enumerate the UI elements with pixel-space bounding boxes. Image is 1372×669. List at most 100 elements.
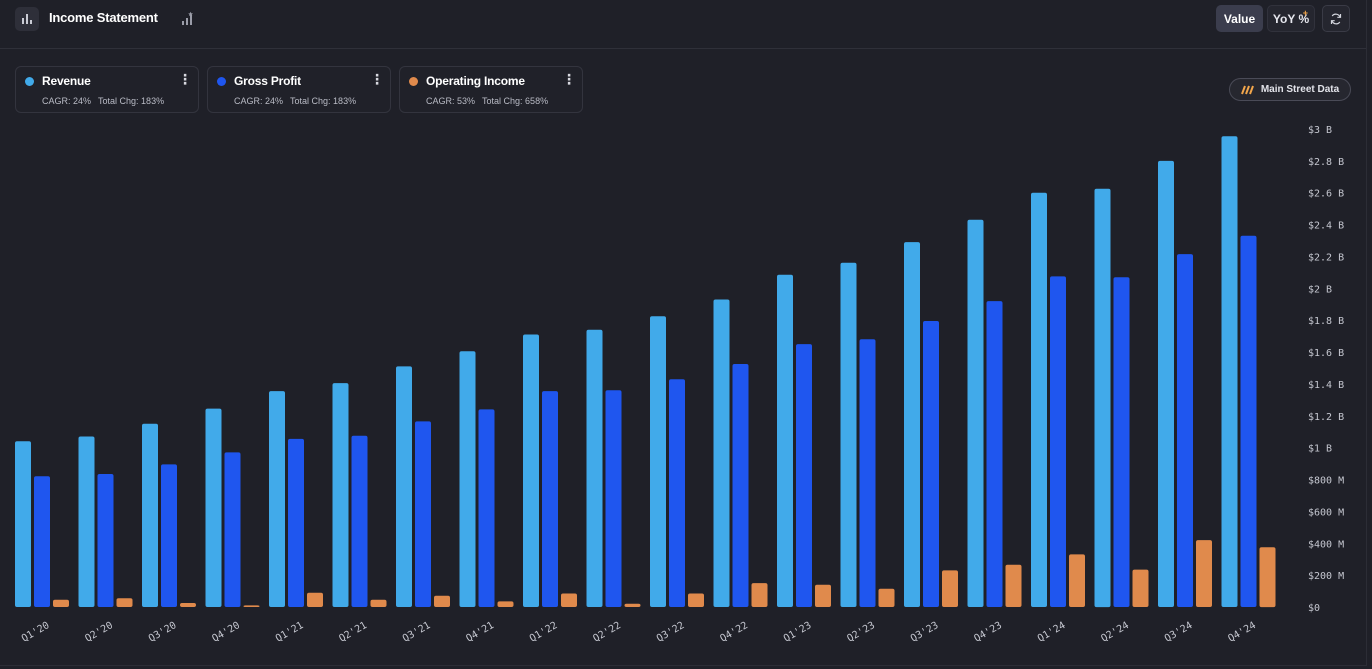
chart-settings-icon[interactable] bbox=[180, 11, 196, 27]
more-options-icon[interactable]: ⋮ bbox=[562, 71, 576, 87]
bar-operating-income-10[interactable] bbox=[688, 593, 704, 608]
bar-revenue-17[interactable] bbox=[1094, 188, 1111, 608]
bar-gross-profit-5[interactable] bbox=[351, 435, 368, 607]
bar-operating-income-12[interactable] bbox=[815, 584, 831, 607]
y-axis: $0 $200 M $400 M $600 M $800 M $1 B $1.2 B $1.4… bbox=[1308, 125, 1344, 614]
bar-revenue-8[interactable] bbox=[523, 334, 539, 608]
x-tick-label: Q2'22 bbox=[591, 620, 623, 645]
bar-gross-profit-3[interactable] bbox=[224, 452, 241, 607]
bar-revenue-1[interactable] bbox=[78, 436, 95, 608]
legend-item-revenue[interactable]: Revenue ⋮ CAGR: 24% Total Chg: 183% bbox=[15, 66, 199, 113]
bar-gross-profit-7[interactable] bbox=[478, 409, 495, 607]
bar-operating-income-3[interactable] bbox=[243, 605, 260, 607]
bar-gross-profit-18[interactable] bbox=[1177, 254, 1193, 607]
bar-gross-profit-6[interactable] bbox=[415, 421, 431, 607]
bar-operating-income-0[interactable] bbox=[53, 599, 69, 607]
y-tick-label: $200 M bbox=[1308, 571, 1344, 582]
bar-operating-income-11[interactable] bbox=[751, 583, 768, 607]
bar-gross-profit-14[interactable] bbox=[923, 321, 939, 607]
y-tick-label: $1.4 B bbox=[1308, 380, 1344, 391]
bar-operating-income-9[interactable] bbox=[624, 603, 641, 607]
y-tick-label: $1.8 B bbox=[1308, 316, 1344, 327]
value-toggle-button[interactable]: Value bbox=[1216, 5, 1263, 32]
cagr-value: CAGR: 24% bbox=[234, 96, 284, 106]
bar-operating-income-13[interactable] bbox=[878, 588, 895, 607]
premium-spark-icon: + bbox=[1302, 8, 1308, 18]
bar-operating-income-5[interactable] bbox=[370, 599, 387, 607]
bar-revenue-11[interactable] bbox=[713, 299, 730, 608]
legend-stats: CAGR: 53% Total Chg: 658% bbox=[426, 96, 548, 106]
y-tick-label: $0 bbox=[1308, 603, 1320, 614]
bar-gross-profit-0[interactable] bbox=[34, 476, 50, 607]
data-source-badge[interactable]: Main Street Data bbox=[1229, 78, 1351, 101]
bar-gross-profit-2[interactable] bbox=[161, 464, 177, 607]
bar-operating-income-1[interactable] bbox=[116, 598, 133, 607]
bar-chart-icon[interactable] bbox=[15, 7, 39, 31]
legend-stats: CAGR: 24% Total Chg: 183% bbox=[42, 96, 164, 106]
y-tick-label: $2.2 B bbox=[1308, 253, 1344, 264]
bar-revenue-12[interactable] bbox=[777, 274, 793, 607]
bar-revenue-5[interactable] bbox=[332, 383, 349, 607]
bar-gross-profit-1[interactable] bbox=[97, 474, 114, 607]
y-tick-label: $1.2 B bbox=[1308, 412, 1344, 423]
bar-operating-income-16[interactable] bbox=[1069, 554, 1085, 607]
bar-revenue-7[interactable] bbox=[459, 351, 476, 607]
legend-swatch bbox=[217, 77, 226, 86]
x-tick-label: Q4'21 bbox=[464, 620, 496, 645]
legend-item-operating-income[interactable]: Operating Income ⋮ CAGR: 53% Total Chg: 6… bbox=[399, 66, 583, 113]
bar-revenue-2[interactable] bbox=[142, 423, 158, 607]
bar-revenue-6[interactable] bbox=[396, 366, 412, 607]
bar-revenue-19[interactable] bbox=[1221, 136, 1238, 607]
bar-gross-profit-8[interactable] bbox=[542, 391, 558, 607]
yoy-percent-button[interactable]: YoY % + bbox=[1267, 5, 1315, 32]
bar-revenue-18[interactable] bbox=[1158, 160, 1174, 607]
more-options-icon[interactable]: ⋮ bbox=[178, 71, 192, 87]
bar-revenue-0[interactable] bbox=[15, 441, 31, 607]
bar-operating-income-19[interactable] bbox=[1259, 547, 1276, 608]
x-axis: Q1'20 Q2'20 Q3'20 Q4'20 Q1'21 Q2'21 Q3'21 Q4'21… bbox=[20, 620, 1258, 645]
bar-operating-income-14[interactable] bbox=[942, 570, 958, 607]
bar-gross-profit-4[interactable] bbox=[288, 438, 304, 607]
x-tick-label: Q2'20 bbox=[83, 620, 115, 645]
bar-revenue-16[interactable] bbox=[1031, 192, 1047, 607]
bar-gross-profit-10[interactable] bbox=[669, 379, 685, 607]
x-tick-label: Q2'23 bbox=[845, 620, 877, 645]
bar-revenue-4[interactable] bbox=[269, 391, 285, 607]
total-change-value: Total Chg: 658% bbox=[482, 96, 549, 106]
bar-revenue-13[interactable] bbox=[840, 262, 857, 607]
bar-revenue-9[interactable] bbox=[586, 329, 603, 607]
bar-operating-income-7[interactable] bbox=[497, 601, 514, 607]
legend-swatch bbox=[409, 77, 418, 86]
bar-revenue-14[interactable] bbox=[904, 242, 920, 607]
bar-group bbox=[15, 136, 1276, 608]
bar-gross-profit-17[interactable] bbox=[1113, 277, 1130, 607]
more-options-icon[interactable]: ⋮ bbox=[370, 71, 384, 87]
bar-gross-profit-15[interactable] bbox=[986, 301, 1003, 607]
bar-gross-profit-13[interactable] bbox=[859, 339, 876, 607]
x-tick-label: Q2'21 bbox=[337, 620, 369, 645]
legend-item-gross-profit[interactable]: Gross Profit ⋮ CAGR: 24% Total Chg: 183% bbox=[207, 66, 391, 113]
x-tick-label: Q3'24 bbox=[1163, 620, 1195, 645]
y-tick-label: $2.4 B bbox=[1308, 221, 1344, 232]
bar-operating-income-6[interactable] bbox=[434, 595, 450, 607]
bar-gross-profit-12[interactable] bbox=[796, 344, 812, 607]
bar-gross-profit-19[interactable] bbox=[1240, 235, 1257, 608]
bar-operating-income-17[interactable] bbox=[1132, 569, 1149, 607]
bar-gross-profit-16[interactable] bbox=[1050, 276, 1066, 607]
bar-operating-income-18[interactable] bbox=[1196, 540, 1212, 607]
refresh-button[interactable] bbox=[1322, 5, 1350, 32]
x-tick-label: Q3'22 bbox=[655, 620, 687, 645]
bar-revenue-10[interactable] bbox=[650, 316, 666, 607]
bar-gross-profit-11[interactable] bbox=[732, 364, 749, 607]
bar-operating-income-8[interactable] bbox=[561, 593, 577, 608]
page-title: Income Statement bbox=[49, 10, 158, 25]
bar-gross-profit-9[interactable] bbox=[605, 390, 622, 607]
bar-revenue-3[interactable] bbox=[205, 408, 222, 607]
bar-revenue-15[interactable] bbox=[967, 219, 984, 608]
cagr-value: CAGR: 24% bbox=[42, 96, 92, 106]
y-tick-label: $400 M bbox=[1308, 539, 1344, 550]
bar-operating-income-15[interactable] bbox=[1005, 564, 1022, 607]
bar-operating-income-2[interactable] bbox=[180, 603, 196, 607]
bar-operating-income-4[interactable] bbox=[307, 592, 323, 607]
